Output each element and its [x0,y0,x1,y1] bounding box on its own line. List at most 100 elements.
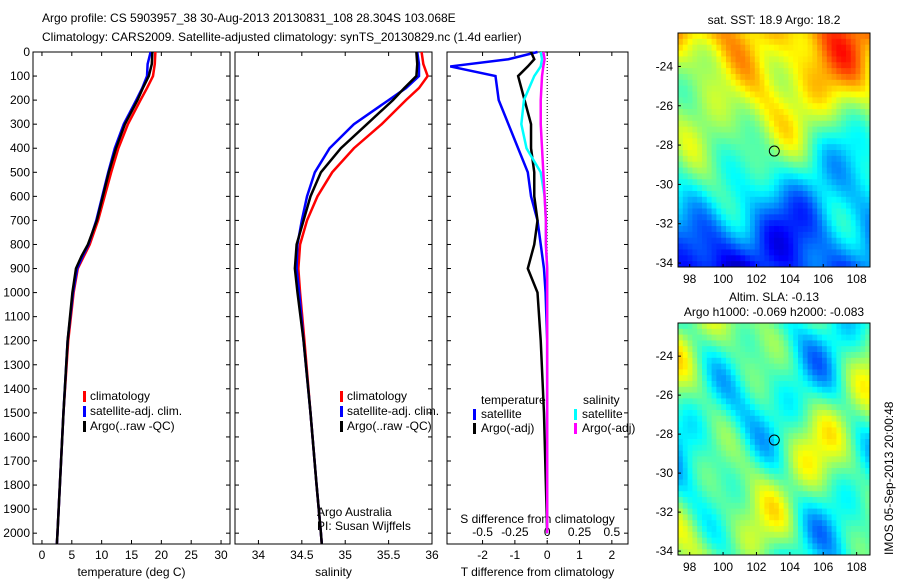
map-cell [764,33,770,40]
map-cell [711,73,717,81]
map-cell [841,56,847,63]
map-cell [774,196,780,204]
map-cell [764,214,770,221]
map-cell [769,491,775,498]
map-cell [822,114,828,122]
map-cell [774,346,780,353]
map-cell [769,126,775,133]
map-cell [702,208,708,215]
map-cell [692,392,698,399]
map-cell [716,334,722,341]
map-cell [812,526,818,533]
map-cell [774,261,780,268]
map-cell [711,381,717,388]
map-cell [730,56,737,63]
map-cell [750,97,756,104]
map-cell [754,543,761,550]
map-cell [778,323,785,330]
map-cell [826,439,833,446]
map-cell [721,190,727,198]
map-cell [788,138,794,145]
map-cell [730,173,737,180]
map-cell [678,479,684,486]
map-cell [783,144,789,151]
map-cell [682,398,689,405]
map-cell [807,485,813,492]
map-cell [822,543,828,550]
map-cell [783,249,789,256]
map-cell [682,433,689,440]
map-cell [678,497,684,504]
map-cell [764,190,770,198]
map-cell [826,73,833,81]
map-cell [745,73,751,81]
map-cell [735,427,741,434]
map-cell [788,323,794,330]
map-cell [855,185,861,192]
map-cell [846,138,852,145]
map-cell [682,50,689,57]
map-cell [697,50,703,57]
map-cell [692,502,698,510]
map-cell [726,450,732,457]
map-cell [831,328,837,336]
map-cell [769,526,775,533]
map-cell [841,226,847,233]
map-cell [702,167,708,174]
map-cell [826,502,833,510]
map-cell [740,255,746,262]
map-cell [706,202,713,209]
map-cell [759,202,765,209]
map-cell [812,398,818,405]
map-cell [759,179,765,186]
map-cell [836,340,842,347]
map-cell [826,50,833,57]
map-cell [831,526,837,533]
x-axis-label: salinity [315,565,352,579]
map-cell [687,392,693,399]
map-cell [798,410,804,417]
map-cell [865,91,871,98]
map-cell [850,38,857,46]
map-cell [697,208,703,215]
map-cell [716,346,722,353]
map-cell [802,231,809,239]
map-cell [697,144,703,151]
map-cell [764,369,770,376]
map-cell [754,243,761,250]
map-cell [860,473,866,481]
map-cell [865,144,871,151]
map-cell [788,144,794,151]
map-cell [860,485,866,492]
map-cell [687,155,693,163]
map-cell [697,473,703,481]
map-cell [706,68,713,75]
map-cell [774,144,780,151]
map-cell [706,226,713,233]
map-cell [855,386,861,394]
map-cell [865,398,871,405]
map-cell [831,439,837,446]
map-cell [826,38,833,46]
map-cell [702,404,708,411]
map-cell [678,38,684,46]
map-cell [822,381,828,388]
map-cell [793,202,799,209]
map-cell [730,462,737,469]
map-cell [721,346,727,353]
map-cell [798,214,804,221]
map-cell [817,485,823,492]
map-cell [802,514,809,521]
map-cell [745,323,751,330]
map-cell [817,328,823,336]
map-cell [793,473,799,481]
map-cell [860,132,866,139]
map-cell [860,179,866,186]
map-cell [692,410,698,417]
map-cell [769,109,775,116]
map-cell [860,138,866,145]
map-cell [711,202,717,209]
map-cell [692,138,698,145]
x-tick-label: 104 [780,272,800,286]
map-cell [822,427,828,434]
